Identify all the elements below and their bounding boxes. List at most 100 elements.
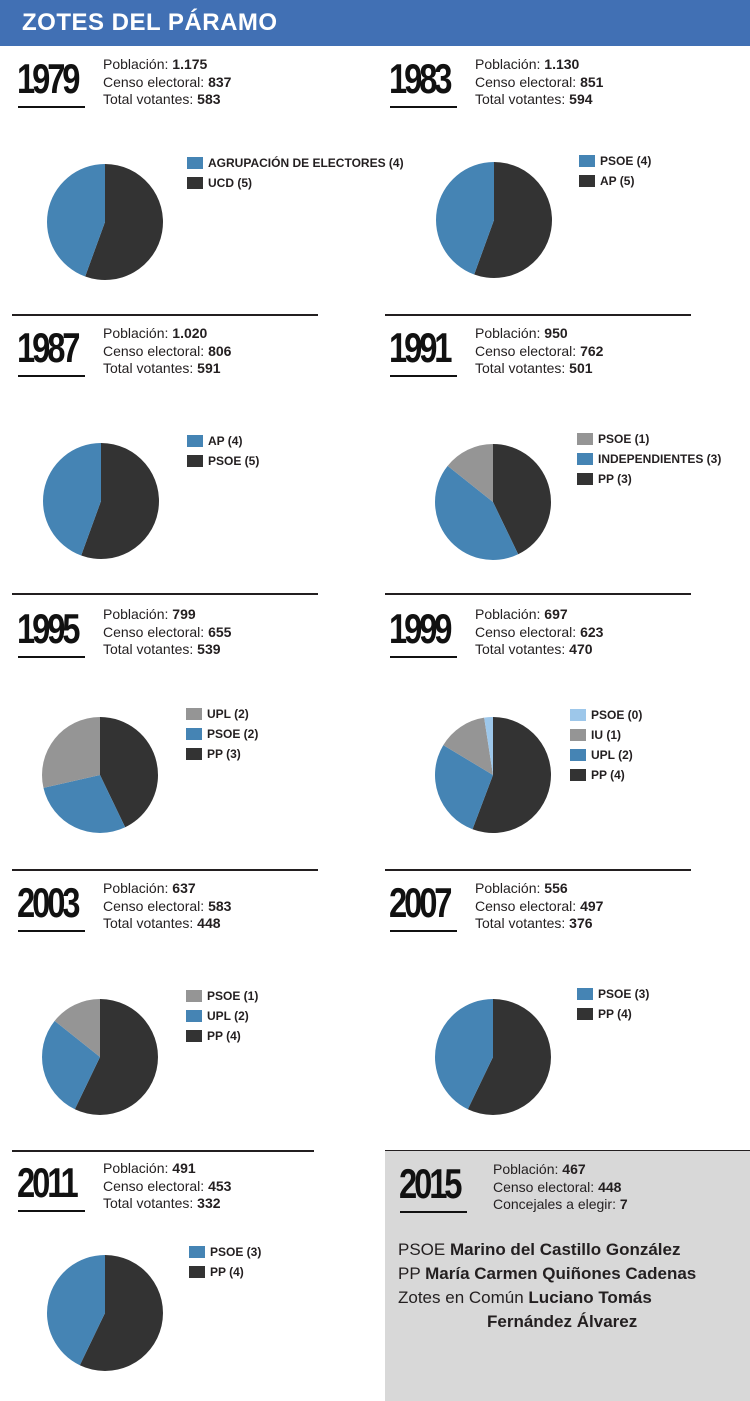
pie-slice: [79, 1255, 163, 1371]
legend-swatch: [577, 473, 593, 485]
legend-swatch: [187, 435, 203, 447]
legend-item: UPL (2): [186, 1006, 258, 1026]
legend-item: PSOE (3): [577, 984, 649, 1004]
voters-line: Total votantes: 583: [103, 91, 231, 109]
census-line: Censo electoral: 623: [475, 624, 603, 642]
year-underline: [18, 106, 85, 108]
legend-swatch: [579, 175, 595, 187]
census-value: 851: [580, 73, 604, 90]
voters-line: Total votantes: 594: [475, 91, 603, 109]
pie-slice: [46, 1255, 105, 1366]
year-underline: [390, 106, 457, 108]
pie-slice: [472, 717, 551, 833]
voters-value: 583: [197, 91, 221, 107]
election-panel-1983: 1983 Población: 1.130 Censo electoral: 851…: [389, 56, 729, 256]
voters-label: Total votantes:: [103, 360, 194, 376]
voters-label: Total votantes:: [103, 1195, 194, 1211]
population-label: Población:: [103, 880, 169, 896]
legend: UPL (2) PSOE (2) PP (3): [186, 704, 258, 764]
voters-label: Total votantes:: [475, 641, 566, 657]
pie-slice: [81, 443, 159, 559]
pie-chart-2007: [435, 999, 551, 1115]
legend-item: PSOE (5): [187, 451, 259, 471]
pie-chart-1983: [435, 162, 552, 278]
year-underline: [18, 1210, 85, 1212]
candidate-name-continued: Fernández Álvarez: [487, 1310, 637, 1334]
legend: PSOE (1) UPL (2) PP (4): [186, 986, 258, 1046]
population-label: Población:: [475, 56, 541, 72]
legend-item: AP (5): [579, 171, 651, 191]
legend-item: PSOE (3): [189, 1242, 261, 1262]
population-label: Población:: [475, 606, 541, 622]
year-underline: [18, 656, 85, 658]
legend-label: AP (4): [208, 434, 243, 448]
population-value: 556: [544, 880, 568, 896]
legend-swatch: [186, 748, 202, 760]
year-underline: [400, 1211, 467, 1213]
legend-item: PSOE (0): [570, 705, 642, 725]
pie-slice: [435, 162, 494, 275]
legend-item: PSOE (1): [186, 986, 258, 1006]
year-underline: [390, 656, 457, 658]
year-label: 1979: [17, 55, 81, 102]
population-label: Población:: [103, 1160, 169, 1176]
pie-slice: [493, 444, 551, 555]
census-line: Censo electoral: 655: [103, 624, 231, 642]
pie-chart-1999: [435, 717, 551, 833]
legend-swatch: [186, 990, 202, 1002]
legend-item: UPL (2): [570, 745, 642, 765]
election-panel-1987: 1987 Población: 1.020 Censo electoral: 806…: [17, 325, 357, 525]
census-value: 623: [580, 623, 604, 640]
voters-value: 594: [569, 91, 593, 107]
population-value: 950: [544, 325, 568, 341]
separator: [385, 869, 691, 871]
population-label: Población:: [475, 325, 541, 341]
census-line: Censo electoral: 453: [103, 1178, 231, 1196]
stats-2015: Población: 467 Censo electoral: 448 Conc…: [493, 1161, 628, 1214]
population-line: Población: 556: [475, 880, 603, 898]
legend-label: PSOE (0): [591, 708, 643, 722]
candidate-name: Luciano Tomás: [528, 1288, 652, 1307]
census-label: Censo electoral:: [103, 897, 205, 914]
stats-block: Población: 799 Censo electoral: 655 Total …: [103, 606, 231, 659]
census-line: Censo electoral: 448: [493, 1179, 628, 1197]
candidate-party: PSOE: [398, 1240, 446, 1259]
voters-label: Total votantes:: [475, 91, 566, 107]
legend-label: PSOE (2): [207, 727, 259, 741]
population-line: Población: 1.130: [475, 56, 603, 74]
voters-line: Total votantes: 470: [475, 641, 603, 659]
census-value: 762: [580, 342, 604, 359]
legend: PSOE (1) INDEPENDIENTES (3) PP (3): [577, 429, 721, 489]
pie-slice: [435, 745, 493, 830]
candidate-pp: PP María Carmen Quiñones Cadenas: [398, 1262, 696, 1286]
voters-value: 501: [569, 360, 593, 376]
separator: [12, 314, 318, 316]
legend-item: PP (4): [189, 1262, 261, 1282]
legend-swatch: [577, 433, 593, 445]
census-label: Censo electoral:: [475, 623, 577, 640]
legend-label: PP (4): [207, 1029, 241, 1043]
voters-line: Total votantes: 539: [103, 641, 231, 659]
year-label: 2015: [399, 1160, 463, 1207]
legend-label: AP (5): [600, 174, 635, 188]
census-line: Censo electoral: 806: [103, 343, 231, 361]
legend-swatch: [186, 1010, 202, 1022]
election-panel-2003: 2003 Población: 637 Censo electoral: 583 To…: [17, 880, 357, 1080]
legend-swatch: [577, 1008, 593, 1020]
pie-slice: [435, 999, 493, 1110]
legend-swatch: [186, 1030, 202, 1042]
pie-slice: [85, 164, 163, 280]
voters-value: 591: [197, 360, 221, 376]
candidate-psoe: PSOE Marino del Castillo González: [398, 1238, 680, 1262]
voters-value: 539: [197, 641, 221, 657]
census-value: 453: [208, 1177, 232, 1194]
voters-line: Total votantes: 332: [103, 1195, 231, 1213]
legend-item: UPL (2): [186, 704, 258, 724]
legend-item: IU (1): [570, 725, 642, 745]
election-2015-box: 2015 Población: 467 Censo electoral: 448…: [385, 1150, 750, 1401]
legend-label: PSOE (5): [208, 454, 260, 468]
legend-swatch: [577, 453, 593, 465]
legend-label: UPL (2): [591, 748, 633, 762]
population-value: 1.020: [172, 325, 208, 341]
population-value: 697: [544, 606, 568, 622]
